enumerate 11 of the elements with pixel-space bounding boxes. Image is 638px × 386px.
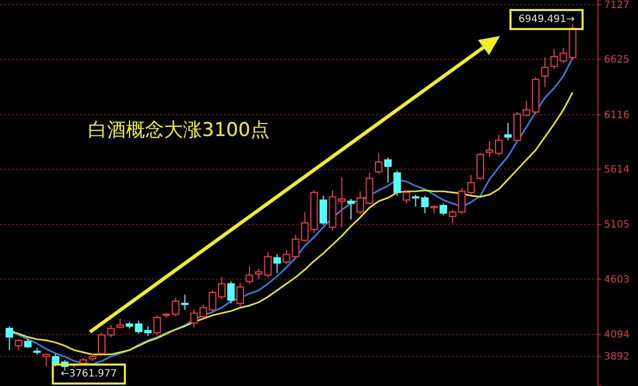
y-tick-label: 7127 <box>604 0 630 11</box>
y-tick-label: 4094 <box>604 330 630 341</box>
annotation: 6949.491→ <box>518 14 575 26</box>
y-tick-label: 5105 <box>604 220 630 231</box>
annotation: ←3761.977 <box>60 368 117 380</box>
y-tick-label: 4603 <box>604 274 630 286</box>
annotation: 白酒概念大涨3100点 <box>88 119 270 141</box>
y-tick-label: 3892 <box>604 352 630 363</box>
y-tick-label: 5614 <box>604 164 630 176</box>
y-tick-label: 6116 <box>604 110 630 121</box>
y-tick-label: 6625 <box>604 54 630 66</box>
